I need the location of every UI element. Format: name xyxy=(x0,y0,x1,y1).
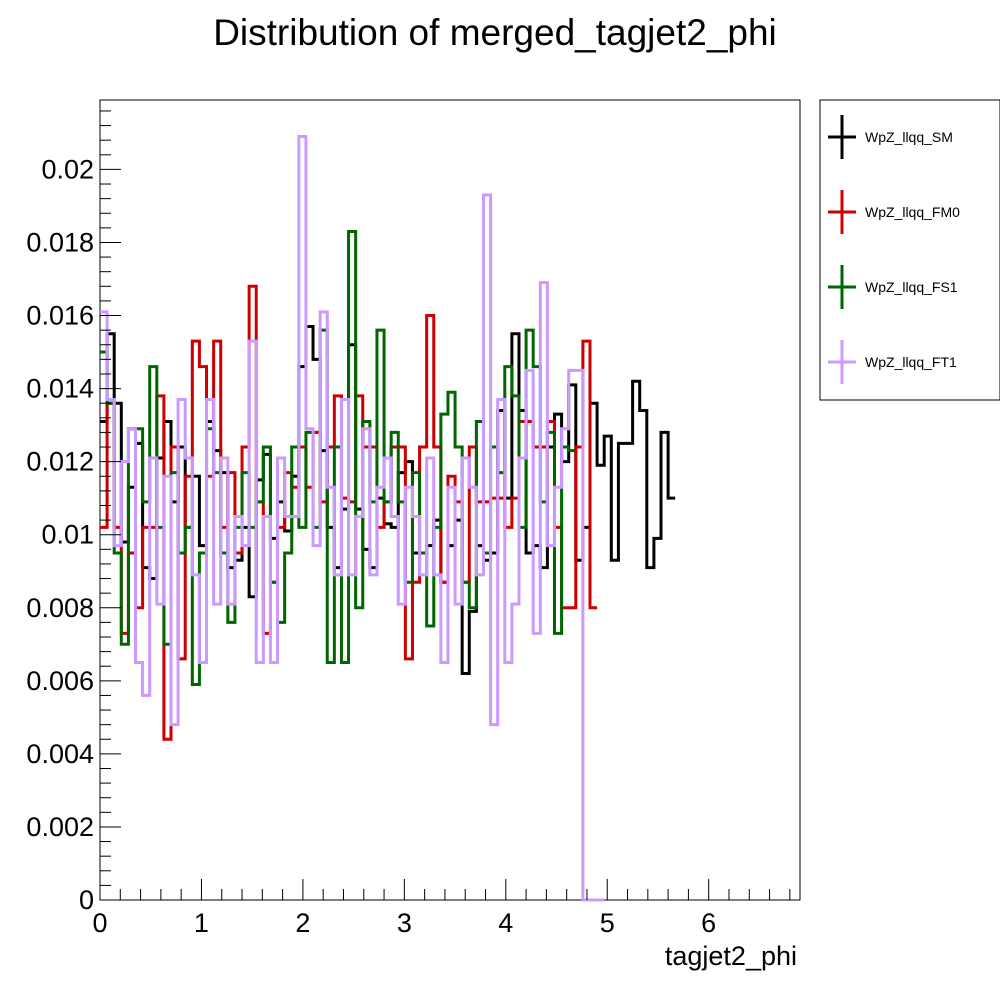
legend-label: WpZ_llqq_FM0 xyxy=(865,204,960,220)
legend-entry-WpZ_llqq_FM0: WpZ_llqq_FM0 xyxy=(828,190,960,234)
x-tick-label: 1 xyxy=(194,908,209,938)
chart-title: Distribution of merged_tagjet2_phi xyxy=(213,12,777,53)
y-tick-label: 0 xyxy=(79,885,94,915)
legend-entry-WpZ_llqq_SM: WpZ_llqq_SM xyxy=(828,115,953,159)
x-tick-label: 6 xyxy=(701,908,716,938)
x-tick-label: 4 xyxy=(498,908,513,938)
legend-label: WpZ_llqq_SM xyxy=(865,129,953,145)
x-tick-label: 5 xyxy=(600,908,615,938)
legend: WpZ_llqq_SM WpZ_llqq_FM0 WpZ_llqq_FS1 WpZ_l… xyxy=(819,99,1000,401)
legend-entry-WpZ_llqq_FT1: WpZ_llqq_FT1 xyxy=(828,340,957,384)
y-tick-label: 0.016 xyxy=(26,301,94,331)
series-WpZ_llqq_FT1 xyxy=(100,135,605,902)
x-tick-label: 3 xyxy=(397,908,412,938)
y-tick-label: 0.014 xyxy=(26,374,94,404)
series-layer xyxy=(100,135,676,902)
legend-label: WpZ_llqq_FT1 xyxy=(865,354,957,370)
y-tick-label: 0.004 xyxy=(26,739,94,769)
y-tick-label: 0.02 xyxy=(41,154,94,184)
x-tick-label: 0 xyxy=(92,908,107,938)
y-tick-label: 0.012 xyxy=(26,447,94,477)
legend-label: WpZ_llqq_FS1 xyxy=(865,279,958,295)
plot-area xyxy=(100,135,676,902)
y-tick-label: 0.008 xyxy=(26,593,94,623)
axis-layer: 0 0.002 0.004 0.006 0.008 0.01 0.012 0.014 0.016… xyxy=(26,110,791,938)
x-axis-title: tagjet2_phi xyxy=(665,941,797,971)
legend-box xyxy=(819,99,1000,401)
plot-frame xyxy=(99,99,801,901)
x-tick-label: 2 xyxy=(295,908,310,938)
y-tick-label: 0.006 xyxy=(26,666,94,696)
series-line-WpZ_llqq_FT1 xyxy=(100,135,605,902)
y-tick-label: 0.018 xyxy=(26,227,94,257)
y-tick-label: 0.01 xyxy=(41,520,94,550)
y-tick-label: 0.002 xyxy=(26,812,94,842)
legend-entry-WpZ_llqq_FS1: WpZ_llqq_FS1 xyxy=(828,265,958,309)
